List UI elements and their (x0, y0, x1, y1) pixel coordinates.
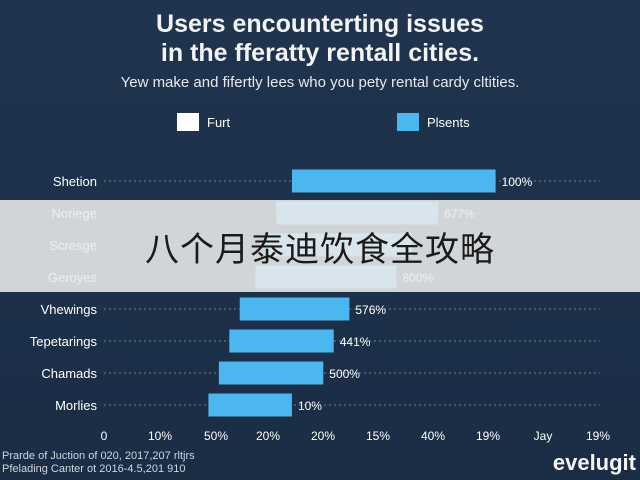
legend-swatch-furt (177, 113, 199, 131)
overlay-text: 八个月泰迪饮食全攻略 (145, 229, 495, 270)
x-tick-label: 40% (421, 429, 445, 443)
chart-title-line-1: Users encounterting issues (156, 10, 484, 38)
value-label: 100% (502, 175, 533, 189)
category-label: Shetion (53, 174, 97, 189)
value-label: 576% (355, 303, 386, 317)
category-label: Morlies (55, 398, 97, 413)
legend-item-plsents: Plsents (397, 112, 470, 132)
x-tick-label: 19% (476, 429, 500, 443)
bar (218, 361, 324, 385)
chart-subtitle: Yew make and fifertly lees who you pety … (120, 74, 520, 91)
legend-label-furt: Furt (207, 114, 231, 130)
source-note: Prarde of Juction of 020, 2017,207 rltjr… (2, 450, 195, 476)
bar (229, 329, 334, 353)
category-label: Tepetarings (30, 334, 98, 349)
value-label: 10% (298, 399, 322, 413)
bar (208, 393, 292, 417)
category-label: Chamads (41, 366, 97, 381)
legend-swatch-plsents (397, 113, 419, 131)
x-tick-label: 10% (148, 429, 172, 443)
x-tick-label: 15% (366, 429, 390, 443)
legend-item-furt: Furt (177, 112, 230, 132)
category-label: Vhewings (41, 302, 98, 317)
value-label: 500% (329, 367, 360, 381)
brand-logo: evelugit (552, 450, 636, 475)
value-label: 441% (340, 335, 371, 349)
chart-title: Users encounterting issues in the fferat… (0, 10, 640, 68)
x-tick-label: 19% (586, 429, 610, 443)
legend-label-plsents: Plsents (427, 114, 470, 130)
bar (291, 169, 496, 193)
chart-title-line-2: in the fferatty rentall cities. (160, 39, 480, 67)
x-tick-label: 0 (101, 429, 108, 443)
source-line-1: Prarde of Juction of 020, 2017,207 rltjr… (2, 450, 195, 462)
x-axis-ticks: 0 10% 50% 20% 20% 15% 40% 19% Jay 19% (101, 429, 611, 443)
x-tick-label: 20% (311, 429, 335, 443)
overlay-banner: 八个月泰迪饮食全攻略 (0, 200, 640, 292)
source-line-2: Pfelading Canter ot 2016-4.5,201 910 (2, 463, 186, 475)
x-tick-label: Jay (534, 429, 553, 443)
bar (239, 297, 350, 321)
x-tick-label: 50% (204, 429, 228, 443)
x-tick-label: 20% (256, 429, 280, 443)
